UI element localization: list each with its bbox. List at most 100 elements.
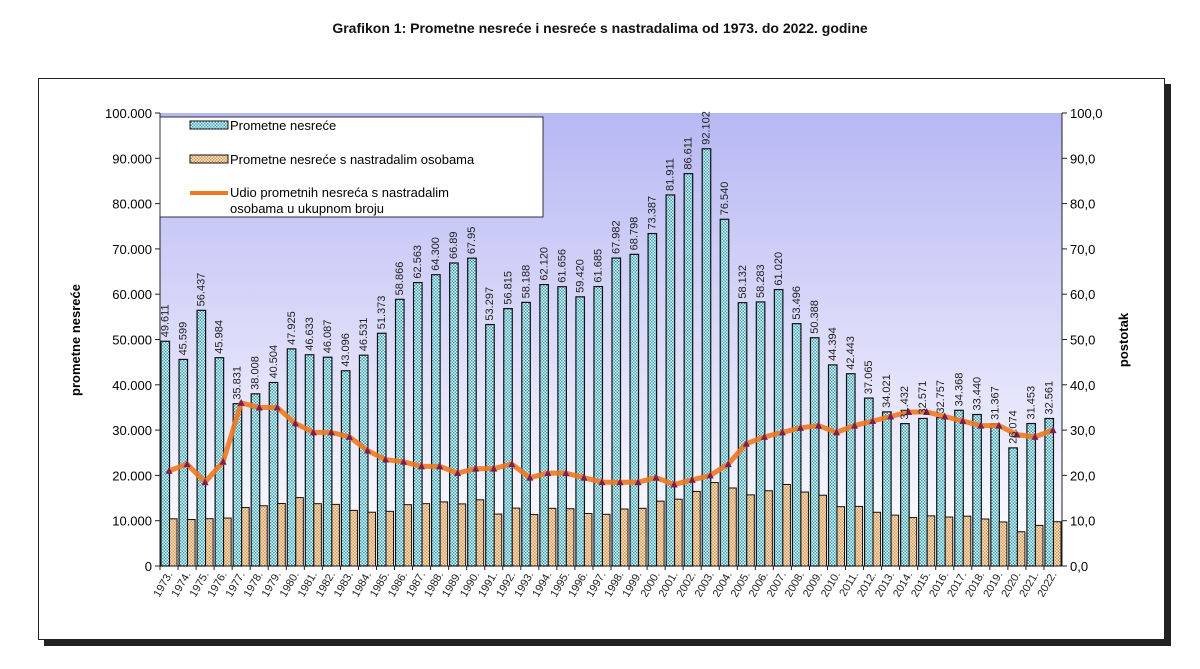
bar-injured-1997.	[601, 513, 611, 567]
bar-total-2018.	[972, 413, 982, 567]
share-marker-1998.	[616, 478, 624, 486]
share-marker-1982.	[327, 428, 335, 436]
bar-injured-1988.	[439, 501, 449, 567]
bar-injured-1980.	[295, 497, 304, 567]
bar-total-1979.	[268, 381, 279, 567]
bar-total-1977.	[232, 403, 243, 567]
bar-injured-2000.	[656, 500, 665, 567]
bar-total-1986.	[394, 298, 405, 567]
share-marker-2012.	[869, 417, 877, 425]
y-tick-label: 50.000	[112, 333, 152, 348]
bar-total-2013.	[881, 411, 892, 567]
y2-axis-label: postotak	[1116, 312, 1131, 367]
bar-total-1975.	[196, 309, 207, 567]
y-tick-label: 20.000	[112, 468, 152, 483]
data-label-1987.: 62.563	[412, 245, 424, 279]
data-label-1995.: 61.656	[556, 249, 568, 283]
share-marker-1997.	[598, 478, 606, 486]
data-label-1986.: 58.866	[394, 262, 406, 296]
bar-total-2007.	[773, 288, 784, 567]
bar-injured-2001.	[674, 498, 683, 567]
y2-tick-label: 40,0	[1070, 378, 1095, 393]
bar-injured-2014.	[908, 517, 918, 567]
share-marker-2010.	[833, 428, 840, 436]
bar-total-2020.	[1008, 447, 1019, 567]
share-marker-1990.	[472, 464, 480, 472]
share-marker-1996.	[580, 473, 588, 481]
legend-label-share-2: osobama u ukupnom broju	[230, 201, 384, 216]
share-marker-1991.	[490, 464, 498, 472]
bar-total-1985.	[376, 332, 387, 567]
data-label-1999.: 68.798	[629, 217, 641, 251]
bar-total-1996.	[575, 296, 586, 567]
data-label-2008.: 53.496	[791, 286, 803, 320]
share-marker-1986.	[400, 457, 408, 465]
bar-total-2011.	[845, 373, 856, 567]
bar-injured-2008.	[800, 491, 809, 567]
share-marker-2008.	[796, 423, 804, 431]
share-marker-2020.	[1013, 430, 1021, 438]
share-marker-1983.	[345, 432, 353, 440]
share-marker-2002.	[688, 475, 696, 483]
share-marker-2016.	[941, 412, 949, 420]
bar-total-1988.	[431, 274, 441, 567]
bar-total-2001.	[665, 194, 676, 567]
bar-total-1982.	[322, 356, 333, 567]
bar-total-1995.	[557, 286, 568, 567]
data-label-1990.: 67.95	[466, 227, 478, 255]
y-tick-label: 80.000	[112, 197, 152, 212]
bar-injured-2022.	[1052, 521, 1062, 567]
bar-injured-2006.	[764, 490, 773, 567]
share-marker-2001.	[670, 480, 678, 488]
bar-injured-1976.	[223, 517, 232, 567]
data-label-1982.: 46.087	[322, 320, 334, 354]
y2-tick-label: 0,0	[1070, 559, 1088, 574]
x-tick-label: 2022.	[1035, 570, 1059, 600]
bar-total-1984.	[358, 354, 369, 567]
bar-total-2015.	[918, 417, 928, 567]
share-marker-1993.	[526, 473, 534, 481]
data-label-1984.: 46.531	[358, 318, 370, 352]
share-marker-2017.	[959, 417, 967, 425]
share-marker-1999.	[634, 478, 642, 486]
data-label-2000.: 73.387	[647, 196, 659, 230]
y2-tick-label: 70,0	[1070, 242, 1095, 257]
bar-total-2009.	[809, 337, 820, 567]
bar-injured-1984.	[367, 511, 376, 567]
data-label-2022.: 32.561	[1043, 381, 1055, 415]
bar-total-2002.	[683, 173, 694, 567]
bar-total-1987.	[412, 281, 423, 567]
y-tick-label: 0	[145, 559, 152, 574]
legend-label-share: Udio prometnih nesreća s nastradalim	[230, 185, 449, 200]
share-marker-2021.	[1031, 432, 1039, 440]
share-marker-2007.	[778, 428, 786, 436]
bar-total-2014.	[900, 423, 910, 567]
bar-total-2016.	[936, 417, 946, 567]
data-label-2021.: 31.453	[1025, 386, 1037, 420]
bar-injured-2020.	[1016, 531, 1026, 567]
bar-total-1999.	[629, 253, 640, 567]
bar-injured-1983.	[349, 509, 358, 567]
bar-injured-2002.	[692, 490, 701, 567]
share-marker-1984.	[363, 446, 371, 454]
share-marker-2003.	[706, 471, 714, 479]
share-marker-2011.	[851, 421, 859, 429]
bar-injured-2003.	[710, 482, 719, 567]
share-marker-2015.	[923, 407, 931, 415]
share-marker-1995.	[562, 469, 570, 477]
share-marker-1985.	[382, 455, 389, 463]
share-marker-1988.	[436, 462, 444, 470]
bar-total-1978.	[250, 393, 261, 567]
share-marker-2019.	[995, 421, 1003, 429]
bar-injured-2009.	[818, 494, 827, 567]
bar-total-1992.	[503, 308, 513, 567]
y-tick-label: 100.000	[105, 106, 152, 121]
data-label-1996.: 59.420	[574, 259, 586, 293]
bar-injured-1985.	[385, 510, 395, 567]
data-label-2006.: 58.283	[755, 264, 767, 298]
data-label-2016.: 32.757	[935, 380, 947, 414]
y2-tick-label: 100,0	[1070, 106, 1103, 121]
share-marker-2005.	[742, 439, 750, 447]
legend-swatch-injured	[189, 154, 229, 164]
